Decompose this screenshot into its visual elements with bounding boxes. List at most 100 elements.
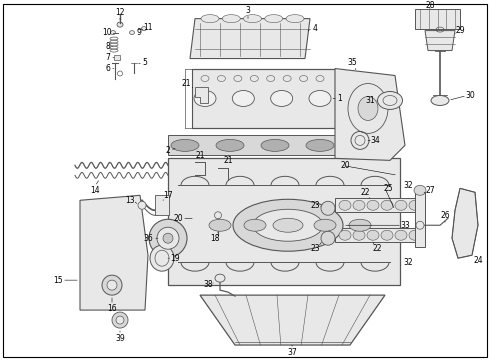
Ellipse shape [138,201,146,209]
Text: 24: 24 [473,256,483,265]
Text: 23: 23 [310,244,320,253]
Text: 21: 21 [195,151,205,160]
Text: 27: 27 [425,186,435,195]
Ellipse shape [270,90,293,107]
Ellipse shape [149,219,187,257]
Ellipse shape [306,139,334,151]
Ellipse shape [414,185,426,195]
Text: 20: 20 [173,214,183,223]
Ellipse shape [431,95,449,105]
Text: 39: 39 [115,333,125,342]
Text: 36: 36 [143,234,153,243]
Text: 34: 34 [370,136,380,145]
Ellipse shape [367,200,379,210]
Text: 22: 22 [372,244,382,253]
Text: 21: 21 [223,156,233,165]
Text: 4: 4 [313,24,318,33]
Ellipse shape [215,212,221,219]
Bar [168,158,400,285]
Text: 37: 37 [287,347,297,356]
Text: 11: 11 [143,23,153,32]
Text: 35: 35 [347,58,357,67]
Ellipse shape [157,227,179,249]
Ellipse shape [395,230,407,240]
Bar [415,9,460,28]
Ellipse shape [253,209,323,241]
Polygon shape [195,87,208,103]
Text: 30: 30 [465,91,475,100]
Text: 33: 33 [400,221,410,230]
Ellipse shape [222,15,240,23]
Ellipse shape [216,139,244,151]
Bar [335,228,425,242]
Text: 13: 13 [125,196,135,205]
Text: 25: 25 [383,184,393,193]
Bar [155,195,169,215]
Text: 32: 32 [403,181,413,190]
Ellipse shape [339,200,351,210]
Ellipse shape [209,219,231,231]
Ellipse shape [171,139,199,151]
Ellipse shape [261,139,289,151]
Text: 18: 18 [210,234,220,243]
Ellipse shape [358,96,378,121]
Text: 12: 12 [115,8,125,17]
Text: 16: 16 [107,303,117,312]
Ellipse shape [279,219,301,231]
Polygon shape [80,195,148,310]
Ellipse shape [116,316,124,324]
Ellipse shape [117,22,123,27]
Ellipse shape [349,219,371,231]
Text: 2: 2 [166,146,171,155]
Text: 6: 6 [105,64,110,73]
Text: 15: 15 [53,276,63,285]
Ellipse shape [129,31,134,35]
Text: 8: 8 [106,42,110,51]
Text: 17: 17 [163,191,173,200]
Text: 21: 21 [181,79,191,88]
Bar [168,135,335,156]
Polygon shape [335,68,405,160]
Polygon shape [425,31,455,50]
Ellipse shape [232,90,254,107]
Text: 31: 31 [365,96,375,105]
Ellipse shape [381,230,393,240]
Ellipse shape [102,275,122,295]
Ellipse shape [409,230,421,240]
Text: 1: 1 [338,94,343,103]
Polygon shape [452,188,478,258]
Text: 3: 3 [245,6,250,15]
Ellipse shape [367,230,379,240]
Ellipse shape [194,90,216,107]
Text: 26: 26 [440,211,450,220]
Ellipse shape [142,27,147,31]
Bar [192,68,335,129]
Ellipse shape [353,200,365,210]
Ellipse shape [416,221,424,229]
Ellipse shape [244,15,262,23]
Ellipse shape [150,245,174,271]
Text: 10: 10 [102,28,112,37]
Ellipse shape [314,219,336,231]
Text: 20: 20 [340,161,350,170]
Text: 38: 38 [203,280,213,289]
Bar [415,192,425,247]
Text: 7: 7 [105,53,110,62]
Ellipse shape [112,312,128,328]
Bar [114,55,120,59]
Ellipse shape [233,199,343,251]
Ellipse shape [309,90,331,107]
Ellipse shape [244,219,266,231]
Ellipse shape [381,200,393,210]
Text: 29: 29 [455,26,465,35]
Text: 9: 9 [137,28,142,37]
Ellipse shape [409,200,421,210]
Polygon shape [190,19,310,59]
Ellipse shape [355,135,365,145]
Ellipse shape [321,201,335,215]
Text: 23: 23 [310,201,320,210]
Text: 22: 22 [360,188,370,197]
Ellipse shape [215,274,225,282]
Ellipse shape [201,15,219,23]
Text: 32: 32 [403,258,413,267]
